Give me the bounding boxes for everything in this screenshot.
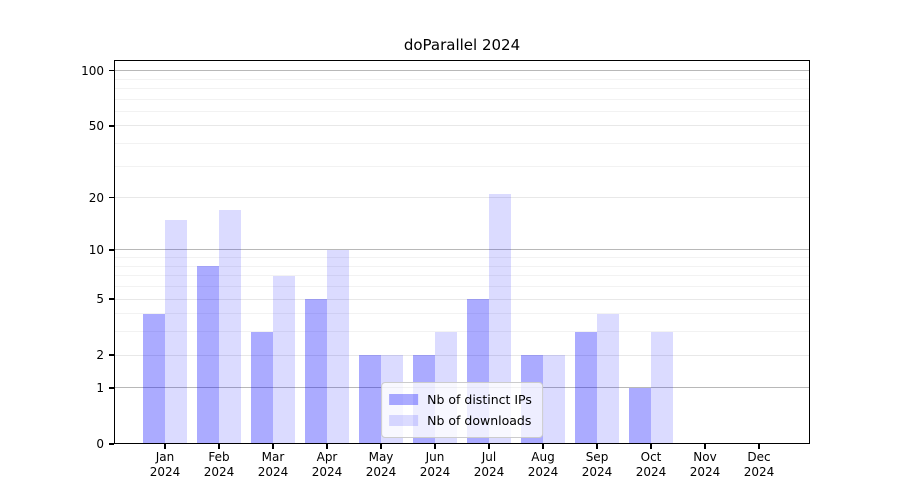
y-tick — [109, 443, 114, 445]
gridline-minor — [114, 286, 810, 288]
bar — [359, 355, 381, 444]
y-tick-label: 5 — [96, 292, 104, 307]
y-tick-label: 50 — [88, 118, 104, 133]
gridline-minor — [114, 275, 810, 277]
y-tick — [109, 354, 114, 356]
gridline-minor — [114, 87, 810, 89]
x-tick — [758, 444, 760, 449]
gridline-minor — [114, 78, 810, 80]
gridline-major — [114, 354, 810, 356]
gridline-minor — [114, 165, 810, 167]
x-tick — [380, 444, 382, 449]
x-tick-label: Mar 2024 — [257, 450, 289, 479]
y-tick — [109, 125, 114, 127]
x-tick-label: Jan 2024 — [149, 450, 181, 479]
x-tick — [542, 444, 544, 449]
bar — [489, 193, 511, 444]
x-tick-label: Nov 2024 — [689, 450, 721, 479]
x-tick-label: Dec 2024 — [743, 450, 775, 479]
x-tick — [488, 444, 490, 449]
x-tick — [704, 444, 706, 449]
x-tick — [326, 444, 328, 449]
legend-label-downloads: Nb of downloads — [427, 413, 532, 428]
y-tick — [109, 298, 114, 300]
y-tick — [109, 69, 114, 72]
y-tick-label: 20 — [88, 190, 104, 205]
x-tick — [218, 444, 220, 449]
gridline-minor — [114, 98, 810, 100]
bar — [629, 387, 651, 444]
y-tick-label: 10 — [88, 242, 104, 257]
bar — [197, 266, 219, 444]
x-tick — [596, 444, 598, 449]
bar — [597, 313, 619, 444]
y-tick-label: 1 — [96, 380, 104, 395]
y-tick — [109, 249, 114, 251]
gridline-minor — [114, 257, 810, 259]
bar — [651, 331, 673, 444]
x-tick — [164, 444, 166, 449]
y-tick-label: 2 — [96, 348, 104, 363]
bar — [327, 250, 349, 444]
y-tick — [109, 387, 114, 389]
gridline-minor — [114, 110, 810, 112]
legend: Nb of distinct IPs Nb of downloads — [381, 382, 543, 438]
x-tick-label: Apr 2024 — [311, 450, 343, 479]
x-tick-label: Jun 2024 — [419, 450, 451, 479]
gridline-minor — [114, 265, 810, 267]
bar — [543, 355, 565, 444]
legend-swatch-distinct-ips — [389, 394, 419, 405]
x-tick — [272, 444, 274, 449]
gridline-minor — [114, 143, 810, 145]
bar — [165, 219, 187, 444]
bar — [251, 331, 273, 444]
x-tick-label: Sep 2024 — [581, 450, 613, 479]
x-tick-label: Oct 2024 — [635, 450, 667, 479]
gridline-major — [114, 249, 810, 251]
bar — [575, 331, 597, 444]
gridline-major — [114, 70, 810, 72]
plot-area: Nb of distinct IPs Nb of downloads — [114, 60, 810, 444]
chart-title: doParallel 2024 — [403, 36, 521, 54]
legend-label-distinct-ips: Nb of distinct IPs — [427, 392, 532, 407]
bar — [305, 299, 327, 444]
x-tick-label: Jul 2024 — [473, 450, 505, 479]
gridline-major — [114, 298, 810, 300]
gridline-minor — [114, 313, 810, 315]
x-tick-label: May 2024 — [365, 450, 397, 479]
legend-swatch-downloads — [389, 415, 419, 426]
y-tick — [109, 196, 114, 199]
legend-item-distinct-ips: Nb of distinct IPs — [389, 389, 532, 410]
y-tick-label: 100 — [81, 63, 104, 78]
gridline-minor — [114, 331, 810, 333]
x-tick-label: Feb 2024 — [203, 450, 235, 479]
x-tick-label: Aug 2024 — [527, 450, 559, 479]
y-tick-label: 0 — [96, 437, 104, 451]
bar — [219, 210, 241, 444]
bar — [143, 313, 165, 444]
gridline-major — [114, 197, 810, 199]
gridline-major — [114, 125, 810, 127]
legend-item-downloads: Nb of downloads — [389, 410, 532, 431]
x-tick — [434, 444, 436, 449]
bar — [273, 275, 295, 444]
x-tick — [650, 444, 652, 449]
